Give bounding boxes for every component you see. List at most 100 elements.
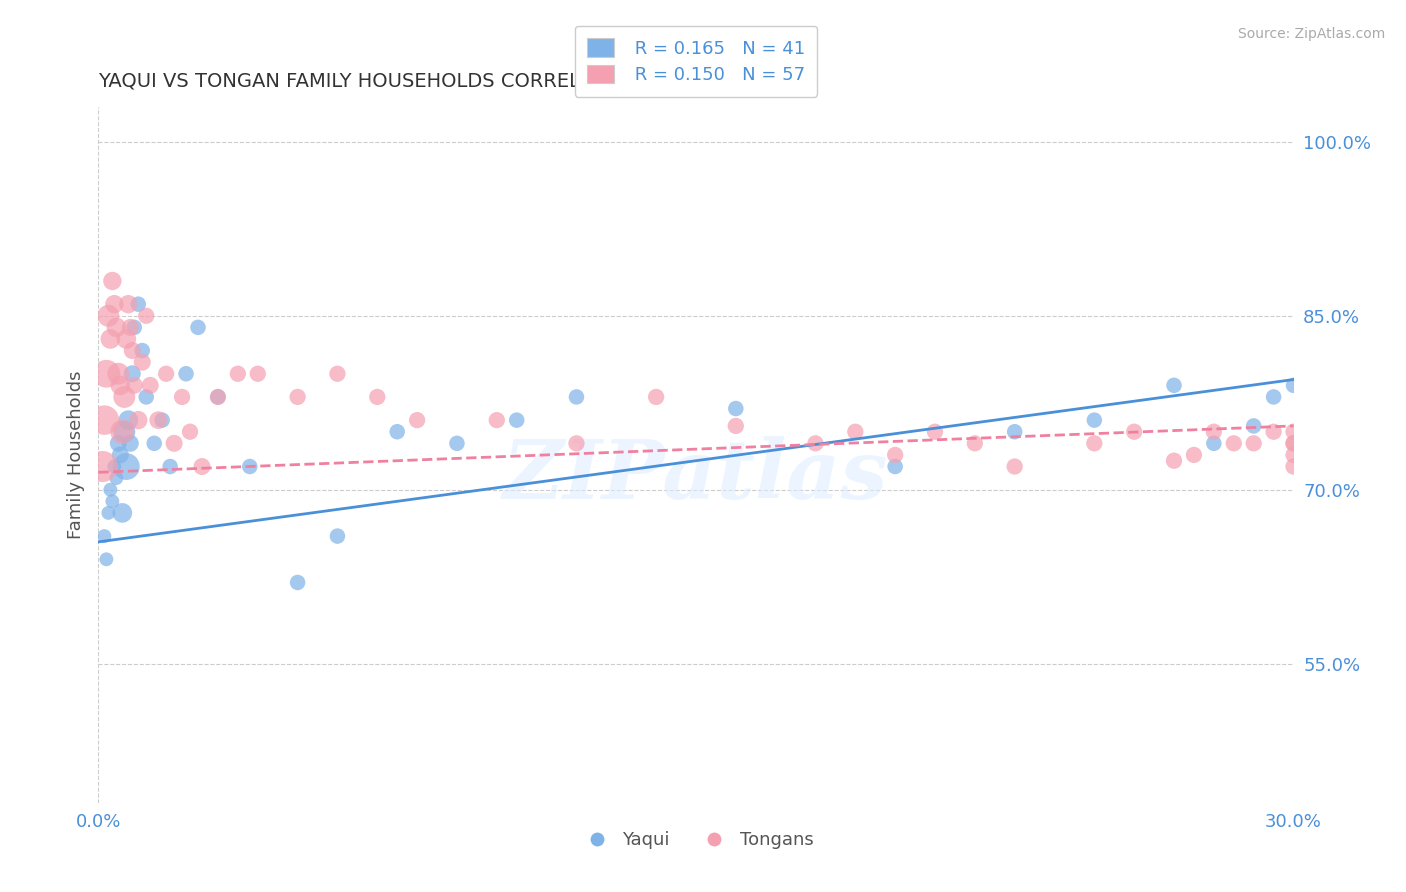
Point: [1004, 459, 1026, 474]
Point: [127, 297, 149, 311]
Point: [97, 506, 120, 520]
Text: ZIPatlas: ZIPatlas: [503, 436, 889, 516]
Point: [98, 332, 122, 346]
Point: [91, 459, 114, 474]
Point: [131, 355, 153, 369]
Point: [179, 425, 201, 439]
Point: [93, 413, 115, 427]
Point: [1223, 436, 1246, 450]
Point: [207, 390, 229, 404]
Point: [724, 401, 747, 416]
Text: YAQUI VS TONGAN FAMILY HOUSEHOLDS CORRELATION CHART: YAQUI VS TONGAN FAMILY HOUSEHOLDS CORREL…: [98, 71, 713, 90]
Point: [1182, 448, 1205, 462]
Point: [155, 367, 177, 381]
Point: [485, 413, 508, 427]
Point: [1163, 453, 1185, 467]
Point: [226, 367, 249, 381]
Point: [107, 436, 129, 450]
Point: [239, 459, 262, 474]
Point: [1163, 378, 1185, 392]
Point: [115, 332, 138, 346]
Point: [1263, 425, 1285, 439]
Point: [131, 343, 153, 358]
Point: [844, 425, 866, 439]
Point: [924, 425, 946, 439]
Point: [645, 390, 668, 404]
Point: [1282, 436, 1305, 450]
Point: [724, 418, 747, 433]
Point: [172, 390, 194, 404]
Point: [107, 367, 129, 381]
Point: [159, 459, 181, 474]
Point: [287, 390, 309, 404]
Point: [117, 297, 139, 311]
Point: [326, 367, 349, 381]
Point: [120, 320, 142, 334]
Point: [121, 367, 143, 381]
Point: [884, 459, 907, 474]
Point: [103, 459, 125, 474]
Y-axis label: Family Households: Family Households: [66, 371, 84, 539]
Point: [406, 413, 429, 427]
Point: [366, 390, 388, 404]
Point: [1202, 436, 1225, 450]
Point: [1282, 448, 1305, 462]
Point: [101, 274, 124, 288]
Point: [1263, 390, 1285, 404]
Point: [96, 367, 118, 381]
Point: [385, 425, 409, 439]
Point: [97, 309, 120, 323]
Point: [1004, 425, 1026, 439]
Point: [565, 390, 588, 404]
Point: [1202, 425, 1225, 439]
Point: [96, 552, 118, 566]
Point: [207, 390, 229, 404]
Point: [287, 575, 309, 590]
Point: [127, 413, 149, 427]
Point: [93, 529, 115, 543]
Text: Source: ZipAtlas.com: Source: ZipAtlas.com: [1237, 27, 1385, 41]
Point: [163, 436, 186, 450]
Point: [117, 413, 139, 427]
Point: [191, 459, 214, 474]
Point: [884, 448, 907, 462]
Point: [120, 436, 142, 450]
Point: [105, 471, 128, 485]
Point: [111, 506, 134, 520]
Point: [565, 436, 588, 450]
Point: [963, 436, 986, 450]
Point: [139, 378, 162, 392]
Point: [111, 425, 134, 439]
Point: [1083, 436, 1105, 450]
Point: [103, 297, 125, 311]
Point: [143, 436, 166, 450]
Point: [1123, 425, 1146, 439]
Point: [326, 529, 349, 543]
Point: [110, 378, 132, 392]
Point: [105, 320, 128, 334]
Point: [1243, 418, 1265, 433]
Point: [135, 309, 157, 323]
Point: [110, 448, 132, 462]
Point: [804, 436, 827, 450]
Point: [135, 390, 157, 404]
Point: [1282, 459, 1305, 474]
Point: [112, 390, 135, 404]
Point: [506, 413, 529, 427]
Point: [1083, 413, 1105, 427]
Point: [174, 367, 197, 381]
Point: [121, 343, 143, 358]
Point: [124, 378, 146, 392]
Point: [1282, 436, 1305, 450]
Point: [148, 413, 170, 427]
Point: [1243, 436, 1265, 450]
Point: [115, 459, 138, 474]
Point: [1282, 425, 1305, 439]
Point: [1282, 378, 1305, 392]
Point: [150, 413, 173, 427]
Point: [98, 483, 122, 497]
Point: [101, 494, 124, 508]
Point: [112, 425, 135, 439]
Point: [246, 367, 269, 381]
Point: [124, 320, 146, 334]
